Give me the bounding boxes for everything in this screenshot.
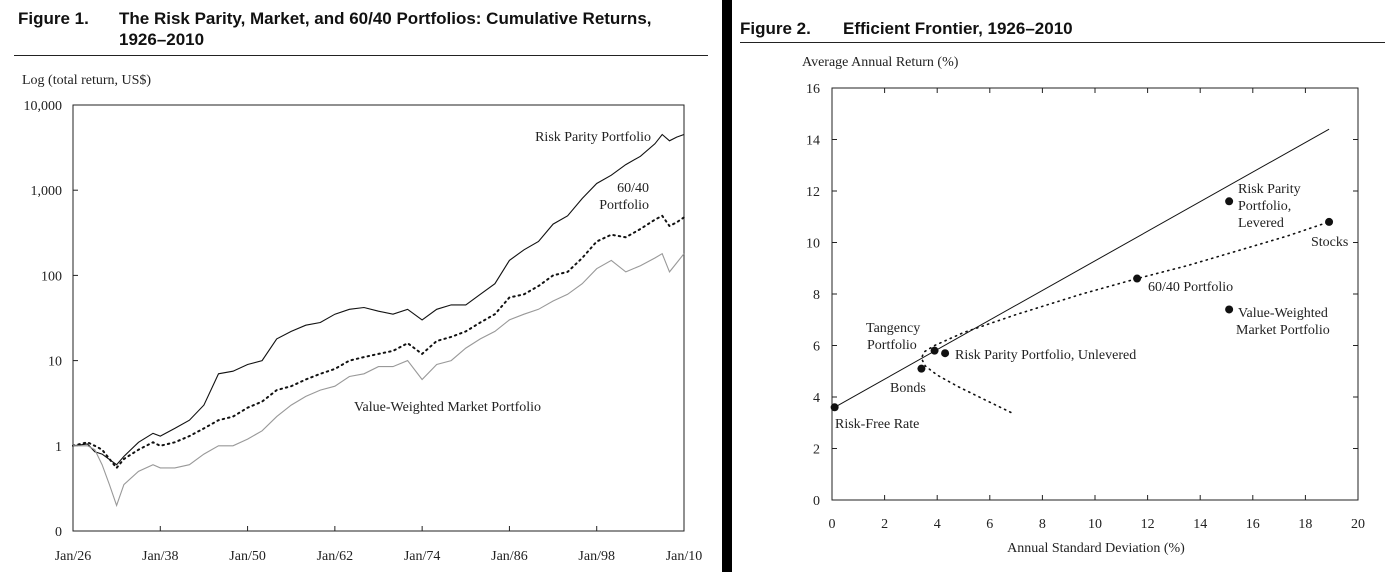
label-risk-free-rate: Risk-Free Rate: [835, 417, 919, 432]
x-tick-label: 6: [986, 517, 993, 532]
y-tick-label: 8: [813, 288, 820, 303]
x-tick-label: 12: [1141, 517, 1155, 532]
y-tick-label: 10,000: [24, 99, 63, 114]
series-line-2: [73, 252, 685, 508]
point-risk-parity-portfolio-unlevered: [941, 349, 950, 358]
figure-2-chart: Average Annual Return (%) 0246810121416 …: [802, 55, 1365, 556]
figure-2-title-text: Efficient Frontier, 1926–2010: [843, 19, 1073, 38]
label-market-portfolio: Value-Weighted Market Portfolio: [354, 400, 541, 415]
y-tick-label: 10: [48, 355, 62, 370]
y-tick-label: 100: [41, 269, 62, 284]
series-line-1: [72, 214, 685, 470]
series-line-0: [72, 133, 685, 466]
x-axis-label: Annual Standard Deviation (%): [1007, 541, 1185, 556]
figure-1-title-rule: [14, 55, 708, 56]
x-tick-label: Jan/98: [578, 549, 615, 564]
label-market-line1: Value-Weighted: [1238, 306, 1328, 321]
x-tick-label: Jan/62: [317, 549, 354, 564]
y-tick-label: 0: [55, 525, 62, 540]
efficient-frontier: [920, 221, 1330, 414]
x-tick-label: Jan/26: [55, 549, 92, 564]
y-tick-label: 14: [806, 134, 820, 149]
x-tick-label: 2: [881, 517, 888, 532]
point-value-weighted-market-portfolio: [1225, 305, 1234, 314]
y-axis-label: Average Annual Return (%): [802, 55, 959, 70]
figure-2-title: Figure 2. Efficient Frontier, 1926–2010: [740, 18, 1073, 39]
figure-1-title-line2: 1926–2010: [119, 30, 205, 49]
label-rp-levered-line3: Levered: [1238, 216, 1284, 231]
x-tick-label: 18: [1298, 517, 1312, 532]
y-tick-label: 16: [806, 82, 820, 97]
point-risk-parity-portfolio-levered: [1225, 197, 1234, 206]
label-tangency-line1: Tangency: [866, 321, 920, 336]
figure-1-title: Figure 1. The Risk Parity, Market, and 60…: [18, 8, 652, 50]
label-rp-levered-line2: Portfolio,: [1238, 199, 1291, 214]
label-60-40: 60/40 Portfolio: [1148, 280, 1233, 295]
y-axis-label: Log (total return, US$): [22, 73, 151, 88]
label-tangency-line2: Portfolio: [867, 338, 917, 353]
y-tick-label: 0: [813, 494, 820, 509]
panel-divider: [722, 0, 732, 572]
point-risk-free-rate: [830, 403, 839, 412]
capital-market-line: [834, 128, 1330, 408]
x-tick-label: Jan/10: [666, 549, 703, 564]
label-risk-parity-unlevered: Risk Parity Portfolio, Unlevered: [955, 348, 1136, 363]
y-tick-label: 4: [813, 391, 820, 406]
y-tick-label: 1,000: [31, 184, 63, 199]
x-tick-label: 20: [1351, 517, 1365, 532]
y-tick-label: 1: [55, 440, 62, 455]
y-tick-label: 10: [806, 237, 820, 252]
y-tick-label: 2: [813, 443, 820, 458]
label-60-40-line2: Portfolio: [599, 198, 649, 213]
x-tick-label: Jan/38: [142, 549, 179, 564]
point-bonds: [917, 364, 926, 373]
label-60-40-line1: 60/40: [617, 181, 649, 196]
point-tangency-portfolio: [930, 346, 939, 355]
figure-2-label: Figure 2.: [740, 19, 811, 38]
point-stocks: [1325, 217, 1334, 226]
point-60-40-portfolio: [1133, 274, 1142, 283]
label-bonds: Bonds: [890, 381, 926, 396]
y-tick-label: 12: [806, 185, 820, 200]
label-stocks: Stocks: [1311, 235, 1348, 250]
y-tick-label: 6: [813, 340, 820, 355]
x-tick-label: 4: [934, 517, 941, 532]
plot-frame: [72, 104, 685, 532]
x-tick-label: 0: [829, 517, 836, 532]
figure-1-panel: Figure 1. The Risk Parity, Market, and 60…: [14, 8, 708, 564]
label-rp-levered-line1: Risk Parity: [1238, 182, 1301, 197]
plot-frame: [831, 87, 1359, 501]
x-tick-label: Jan/86: [491, 549, 528, 564]
x-tick-label: 14: [1193, 517, 1207, 532]
x-tick-label: 16: [1246, 517, 1260, 532]
label-market-line2: Market Portfolio: [1236, 323, 1330, 338]
x-tick-label: Jan/74: [404, 549, 441, 564]
figure-1-label: Figure 1.: [18, 9, 89, 28]
x-tick-label: 8: [1039, 517, 1046, 532]
figure-1-chart: Log (total return, US$) 0 1 10 100 1,000 10,0…: [22, 73, 703, 564]
figure-2-title-rule: [740, 42, 1385, 43]
figure-2-panel: Figure 2. Efficient Frontier, 1926–2010 A…: [732, 0, 1385, 572]
x-tick-label: Jan/50: [229, 549, 266, 564]
figure-1-title-line1: The Risk Parity, Market, and 60/40 Portf…: [119, 9, 652, 28]
x-tick-label: 10: [1088, 517, 1102, 532]
label-risk-parity: Risk Parity Portfolio: [535, 130, 651, 145]
